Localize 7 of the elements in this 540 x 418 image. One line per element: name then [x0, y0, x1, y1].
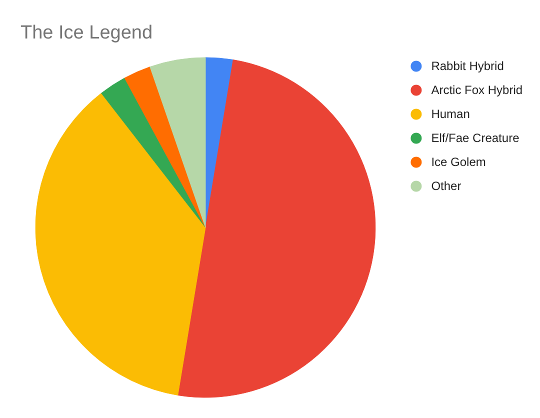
legend-label: Arctic Fox Hybrid [431, 83, 523, 98]
legend-label: Human [431, 107, 470, 122]
legend-label: Ice Golem [431, 155, 486, 170]
legend-label: Rabbit Hybrid [431, 59, 504, 74]
chart-title: The Ice Legend [20, 22, 153, 44]
legend-label: Other [431, 179, 462, 194]
legend-label: Elf/Fae Creature [431, 131, 520, 146]
